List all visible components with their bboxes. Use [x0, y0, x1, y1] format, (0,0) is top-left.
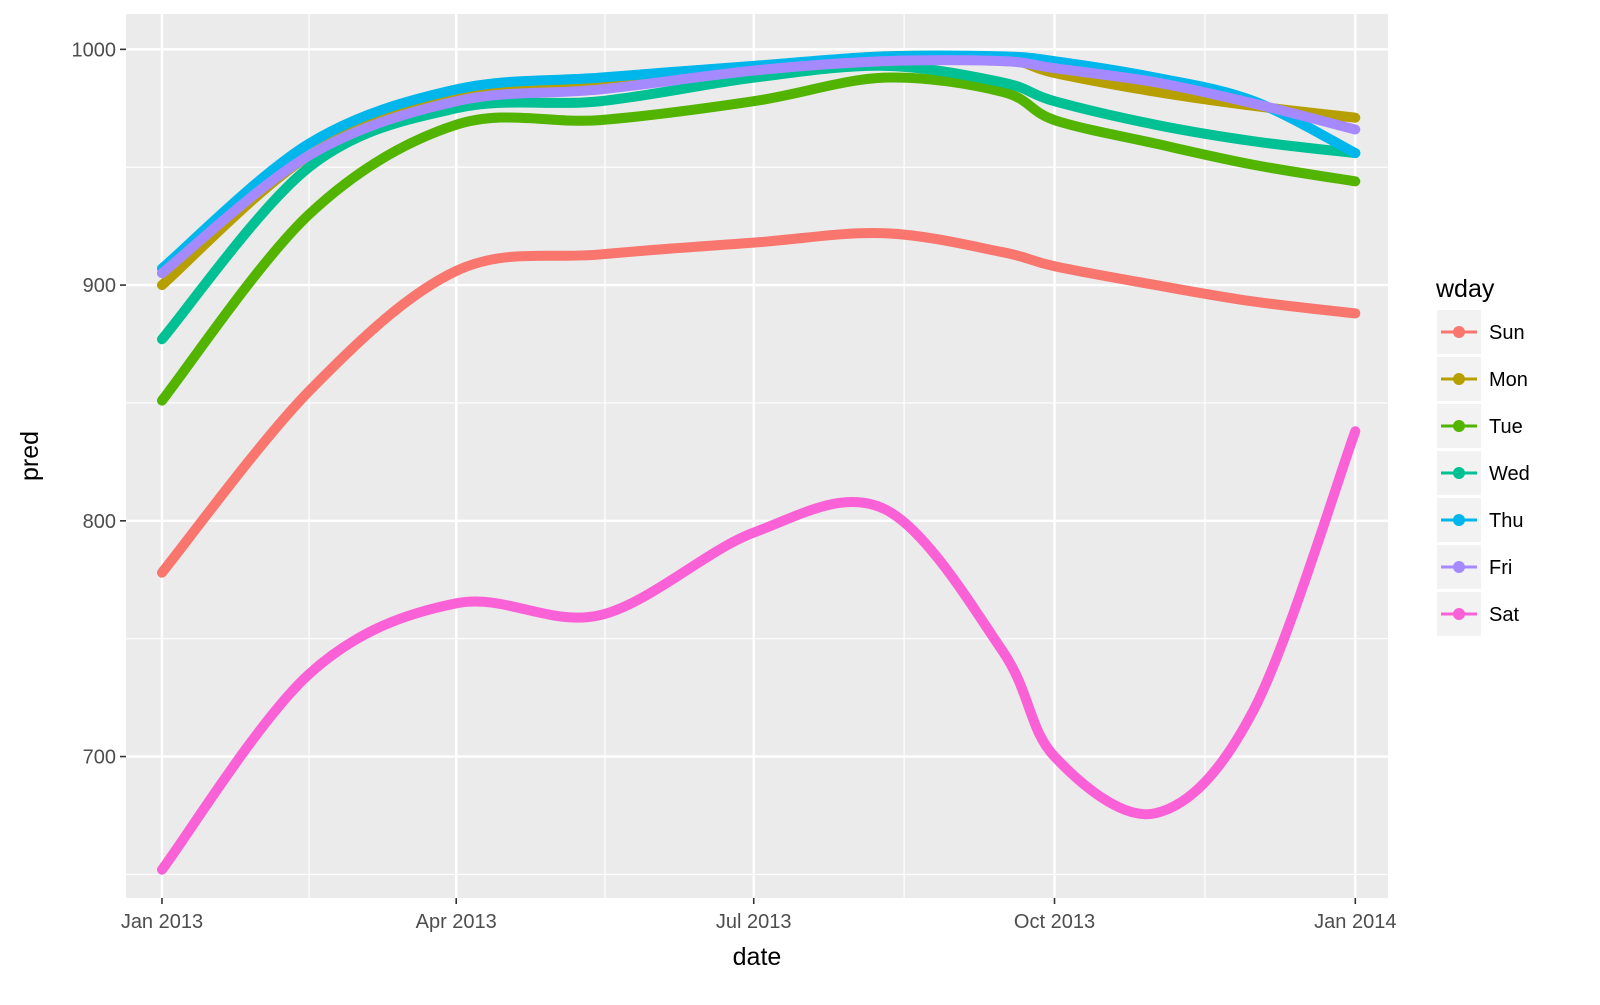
x-tick-label: Jan 2013	[121, 911, 203, 933]
x-tick-label: Jul 2013	[716, 911, 792, 933]
x-axis-title: date	[733, 943, 782, 971]
legend-key-point	[1453, 467, 1465, 479]
legend-item-sat: Sat	[1437, 592, 1519, 636]
legend-label: Tue	[1489, 416, 1523, 438]
legend-key-point	[1453, 514, 1465, 526]
legend-title: wday	[1435, 275, 1495, 303]
legend-item-thu: Thu	[1437, 498, 1523, 542]
legend-key-point	[1453, 373, 1465, 385]
legend-key-point	[1453, 326, 1465, 338]
legend-label: Fri	[1489, 557, 1512, 579]
legend-label: Thu	[1489, 510, 1523, 532]
legend-key-point	[1453, 561, 1465, 573]
legend: wday Sun Mon Tue Wed Thu Fri Sat	[1435, 275, 1530, 636]
legend-label: Mon	[1489, 369, 1528, 391]
y-axis-title: pred	[16, 431, 44, 481]
y-tick-label: 900	[83, 275, 116, 297]
x-axis: Jan 2013 Apr 2013 Jul 2013 Oct 2013 Jan 2014	[121, 898, 1397, 933]
legend-label: Sun	[1489, 322, 1525, 344]
y-tick-label: 1000	[72, 39, 117, 61]
legend-item-wed: Wed	[1437, 451, 1530, 495]
legend-label: Sat	[1489, 604, 1519, 626]
legend-item-tue: Tue	[1437, 404, 1523, 448]
legend-item-sun: Sun	[1437, 310, 1525, 354]
x-tick-label: Jan 2014	[1314, 911, 1396, 933]
y-tick-label: 700	[83, 747, 116, 769]
y-tick-label: 800	[83, 511, 116, 533]
legend-item-mon: Mon	[1437, 357, 1528, 401]
legend-key-point	[1453, 420, 1465, 432]
x-tick-label: Oct 2013	[1014, 911, 1095, 933]
legend-key-point	[1453, 608, 1465, 620]
legend-item-fri: Fri	[1437, 545, 1512, 589]
y-axis: 700 800 900 1000	[72, 39, 127, 768]
x-tick-label: Apr 2013	[416, 911, 497, 933]
legend-label: Wed	[1489, 463, 1530, 485]
